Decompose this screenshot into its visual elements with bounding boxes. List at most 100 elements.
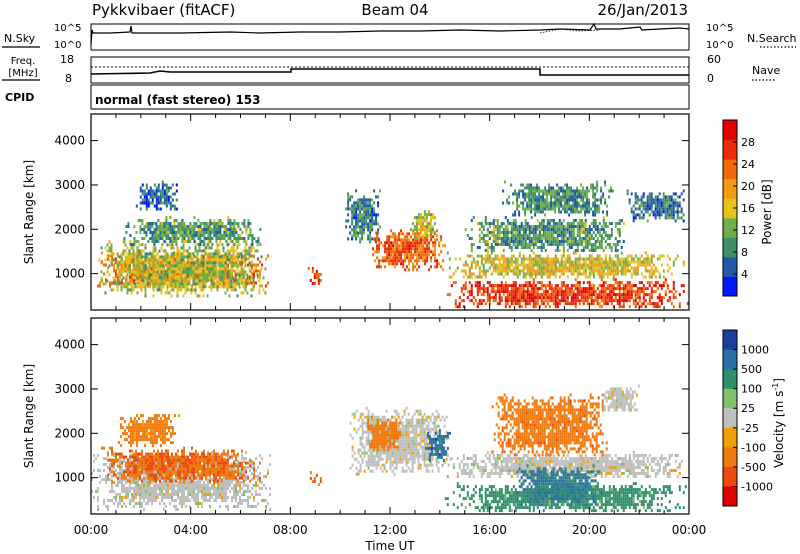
power-cell — [608, 246, 611, 249]
power-cell — [347, 213, 350, 217]
power-cell — [478, 302, 481, 306]
power-cell — [522, 275, 525, 279]
power-cell — [516, 290, 519, 294]
power-cell — [604, 260, 607, 264]
power-cell — [526, 201, 529, 205]
power-cell — [400, 259, 403, 263]
power-colorbar-swatch — [723, 217, 737, 238]
power-cell — [566, 237, 569, 240]
power-cell — [136, 285, 139, 289]
power-cell — [552, 231, 555, 234]
power-cell — [132, 270, 135, 274]
power-cell — [540, 237, 543, 240]
power-cell — [480, 254, 483, 258]
power-cell — [242, 285, 245, 289]
power-cell — [140, 267, 143, 271]
power-cell — [488, 254, 491, 258]
power-cell — [110, 249, 113, 253]
power-cell — [230, 273, 233, 277]
power-cell — [484, 257, 487, 261]
power-cell — [122, 267, 125, 271]
velocity-cell — [133, 481, 135, 484]
power-cell — [140, 270, 143, 274]
power-cell — [672, 305, 675, 309]
power-cell — [416, 268, 419, 272]
power-cell — [160, 246, 163, 250]
power-cell — [606, 272, 609, 276]
power-cell — [205, 231, 208, 234]
power-cell — [140, 285, 143, 289]
power-cell — [470, 249, 473, 252]
power-cell — [522, 204, 525, 208]
power-cell — [178, 255, 181, 259]
power-cell — [512, 240, 515, 243]
power-cell — [618, 305, 621, 309]
power-cell — [584, 269, 587, 273]
power-cell — [394, 244, 397, 248]
power-cell — [526, 243, 529, 246]
power-cell — [212, 258, 215, 262]
power-cell — [422, 256, 425, 260]
power-cell — [178, 279, 181, 283]
power-cell — [157, 183, 160, 187]
power-cell — [363, 195, 366, 199]
power-cell — [210, 258, 213, 262]
power-cell — [640, 290, 643, 294]
power-cell — [190, 273, 193, 277]
power-cell — [650, 198, 653, 202]
power-cell — [108, 246, 111, 250]
power-cell — [371, 213, 374, 217]
power-cell — [536, 299, 539, 303]
power-cell — [145, 192, 148, 196]
power-cell — [184, 276, 187, 280]
power-cell — [363, 207, 366, 211]
power-cell — [203, 237, 206, 240]
power-cell — [129, 240, 132, 243]
power-cell — [634, 284, 637, 288]
power-cell — [510, 260, 513, 264]
power-cell — [450, 275, 453, 279]
power-cell — [486, 228, 489, 231]
power-cell — [600, 234, 603, 237]
power-cell — [524, 240, 527, 243]
power-cell — [542, 243, 545, 246]
power-cell — [165, 237, 168, 240]
power-cell — [410, 250, 413, 254]
power-cell — [211, 228, 214, 231]
power-cell — [159, 201, 162, 205]
power-cell — [214, 285, 217, 289]
power-cell — [526, 207, 529, 211]
power-cell — [228, 270, 231, 274]
power-cell — [544, 293, 547, 297]
power-cell — [540, 263, 543, 267]
power-cell — [141, 219, 144, 222]
power-cell — [522, 266, 525, 270]
power-cell — [173, 254, 175, 258]
power-cell — [522, 207, 525, 211]
power-cell — [390, 256, 393, 260]
power-cell — [365, 219, 368, 223]
power-cell — [564, 260, 567, 264]
power-cell — [108, 273, 111, 277]
power-cell — [480, 263, 483, 267]
power-cell — [508, 269, 511, 273]
power-cell — [252, 285, 255, 289]
power-cell — [518, 305, 521, 309]
power-cell — [572, 240, 575, 243]
power-cell — [402, 250, 405, 254]
power-cell — [522, 246, 525, 249]
power-cell — [650, 210, 653, 214]
power-cell — [670, 198, 673, 202]
power-cell — [600, 278, 603, 282]
power-cell — [662, 254, 665, 258]
power-cell — [536, 260, 539, 264]
power-cell — [214, 267, 217, 271]
power-cell — [574, 302, 577, 306]
power-cell — [590, 234, 593, 237]
power-cell — [614, 263, 617, 267]
power-cell — [134, 252, 137, 256]
power-cell — [572, 251, 575, 255]
power-cell — [363, 225, 366, 229]
power-cell — [604, 254, 607, 258]
power-cell — [592, 290, 595, 294]
